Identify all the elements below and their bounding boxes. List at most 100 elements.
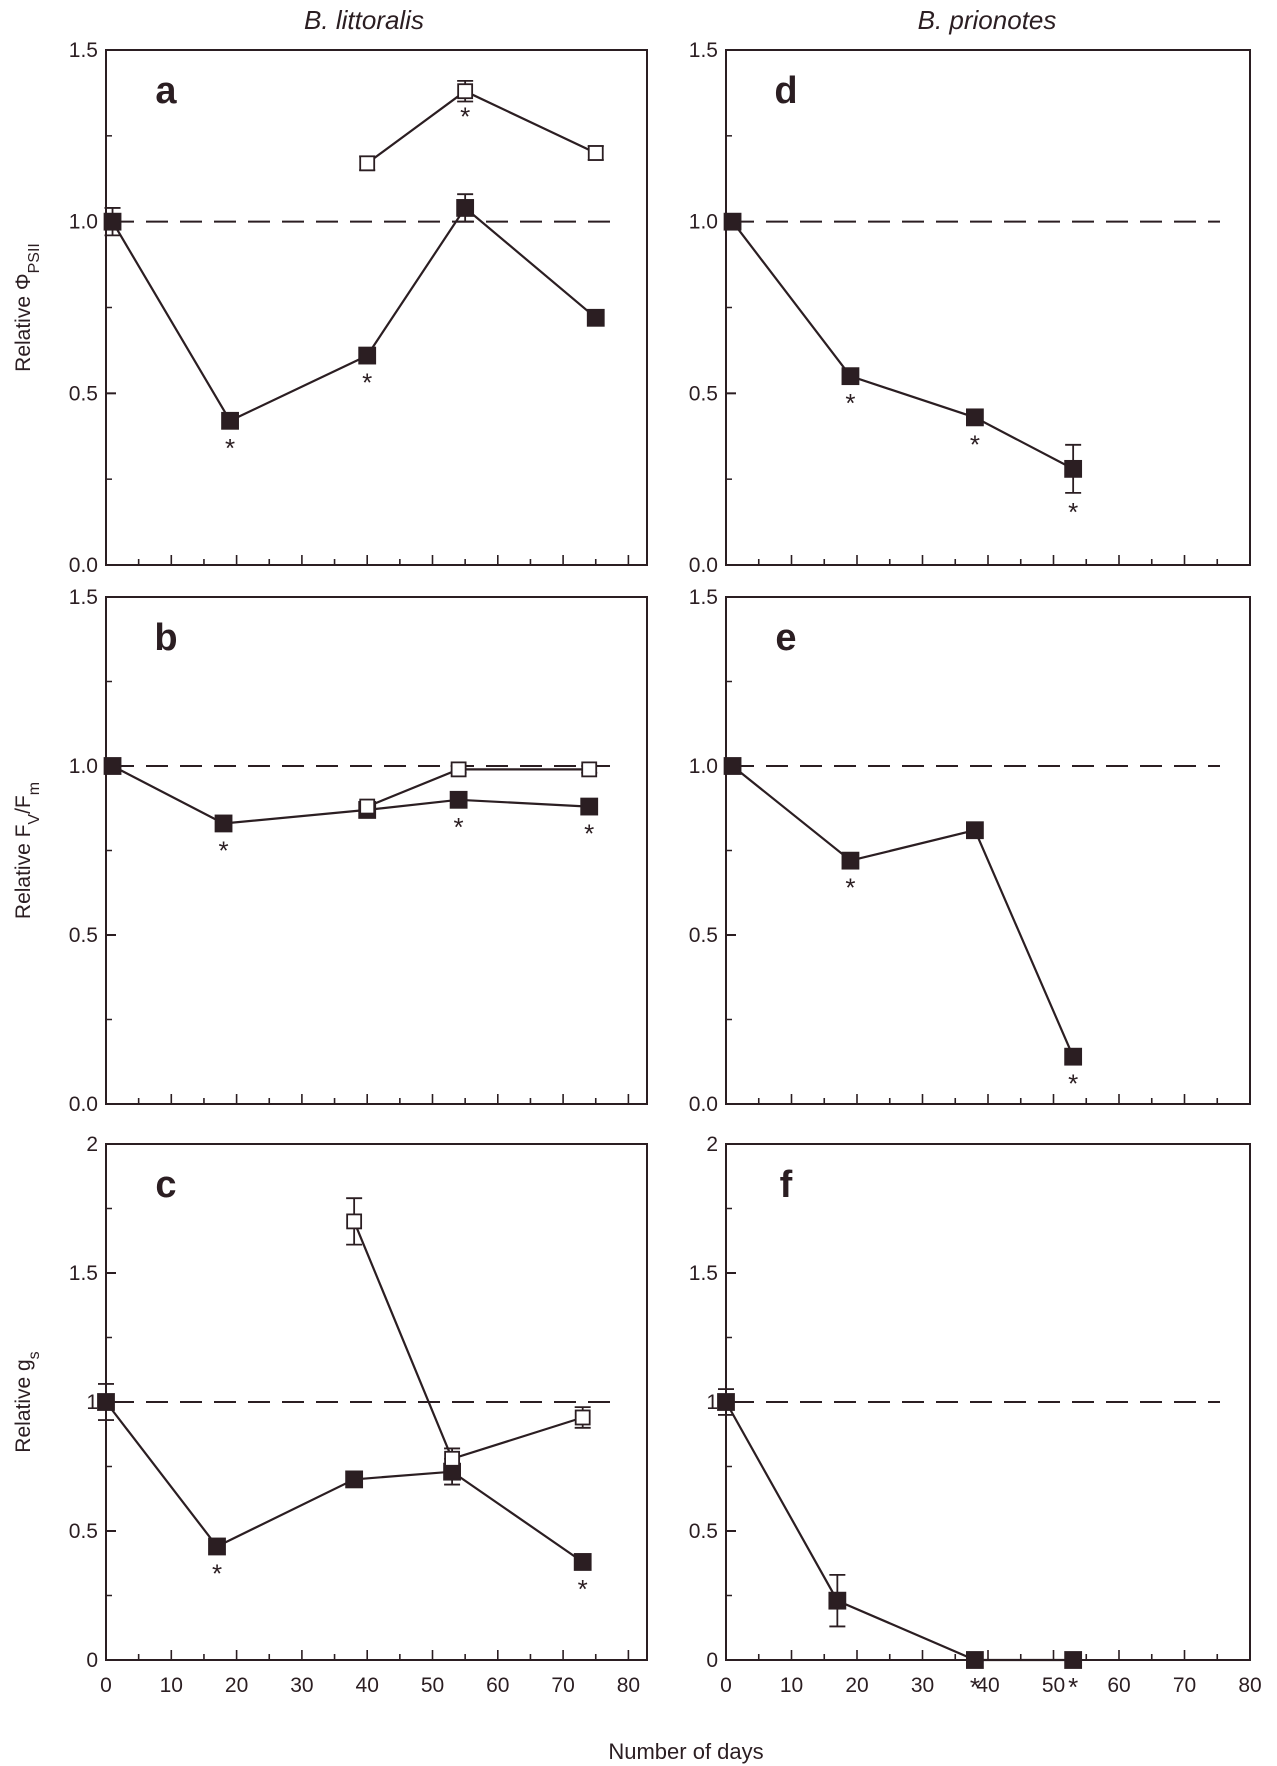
data-point-filled — [1064, 459, 1083, 478]
significance-star: * — [845, 388, 855, 418]
series-line — [731, 765, 1075, 1058]
y-tick-label: 0.0 — [69, 554, 98, 577]
data-point-filled — [828, 1591, 847, 1610]
y-tick-label: 0.0 — [689, 554, 718, 577]
x-tick-label: 40 — [976, 1674, 999, 1697]
data-point-filled — [345, 1470, 364, 1489]
data-point-filled — [221, 411, 239, 430]
panel-letter: d — [774, 70, 797, 112]
series-line — [111, 765, 590, 825]
series-line — [366, 89, 597, 165]
y-tick-label: 0.5 — [689, 924, 718, 947]
panel-e: 0.0 0.5 1.0 1.5 e * * — [689, 586, 1251, 1116]
panel-letter: f — [780, 1164, 793, 1206]
significance-star: * — [454, 812, 464, 842]
x-axis-label: Number of days — [608, 1739, 763, 1764]
data-point-filled — [1064, 1651, 1083, 1669]
panel-d: 0.0 0.5 1.0 1.5 d * * * — [689, 39, 1251, 577]
x-tick-label: 40 — [356, 1674, 379, 1697]
panel-frame — [105, 49, 648, 566]
data-point-open — [457, 83, 474, 100]
data-point-filled — [1064, 1047, 1083, 1066]
panel-frame — [725, 596, 1251, 1105]
significance-star: * — [460, 102, 470, 132]
panel-b: 0.0 0.5 1.0 1.5 b Relative FV/Fm * * * — [12, 586, 648, 1116]
y-tick-label: 1.0 — [69, 755, 98, 778]
data-point-open — [346, 1213, 363, 1230]
y-label-subscript: PSII — [26, 243, 43, 273]
panel-a: 0.0 0.5 1.0 1.5 a Relative ΦPSII * * * — [12, 39, 648, 577]
y-label-main: Relative g — [12, 1359, 35, 1452]
significance-star: * — [970, 1672, 980, 1702]
y-tick-label: 1.5 — [69, 1262, 98, 1285]
data-point-open — [587, 145, 604, 161]
data-point-filled — [97, 1393, 115, 1411]
x-tick-label: 20 — [225, 1674, 248, 1697]
data-point-filled — [358, 346, 377, 365]
data-point-filled — [103, 757, 122, 775]
panel-f: 00.511.520 10 20 30 40 50 60 70 80f* * — [689, 1133, 1262, 1702]
panel-letter: e — [775, 617, 796, 659]
series-line — [725, 1401, 1074, 1662]
y-tick-label: 0.5 — [689, 382, 718, 405]
data-point-open — [574, 1409, 591, 1426]
y-tick-label: 0 — [86, 1649, 98, 1672]
data-point-filled — [586, 308, 605, 327]
y-label-subscript: m — [26, 782, 43, 795]
series-line — [111, 206, 597, 423]
y-tick-label: 0.5 — [69, 924, 98, 947]
data-point-filled — [456, 199, 475, 217]
x-tick-label: 80 — [1238, 1674, 1261, 1697]
significance-star: * — [584, 819, 594, 849]
data-point-open — [581, 761, 598, 778]
x-tick-label: 60 — [486, 1674, 509, 1697]
y-tick-label: 1.0 — [689, 755, 718, 778]
y-label-subscript: V — [26, 814, 43, 825]
y-label-middle: /F — [12, 795, 35, 814]
y-tick-label: 0.0 — [69, 1093, 98, 1116]
data-point-filled — [103, 212, 122, 231]
y-tick-label: 0.5 — [69, 382, 98, 405]
y-tick-label: 1.0 — [689, 211, 718, 234]
y-tick-label: 1 — [86, 1391, 98, 1414]
series-line — [731, 221, 1074, 470]
y-tick-label: 2 — [706, 1133, 718, 1156]
significance-star: * — [362, 368, 372, 398]
series-line — [105, 1401, 584, 1563]
data-point-filled — [573, 1553, 592, 1571]
significance-star: * — [1068, 1069, 1078, 1099]
data-point-filled — [966, 408, 984, 427]
data-point-filled — [841, 367, 860, 386]
x-tick-label: 10 — [780, 1674, 803, 1697]
x-tick-label: 70 — [551, 1674, 574, 1697]
x-tick-label: 0 — [100, 1674, 112, 1697]
y-axis-label: Relative gs — [12, 1351, 43, 1452]
data-point-filled — [966, 821, 984, 840]
x-tick-label: 10 — [160, 1674, 183, 1697]
data-point-open — [359, 798, 376, 815]
panel-frame — [105, 596, 648, 1105]
y-label-main: Relative Φ — [12, 273, 35, 371]
x-tick-label: 60 — [1107, 1674, 1130, 1697]
x-tick-label: 20 — [845, 1674, 868, 1697]
significance-star: * — [970, 429, 980, 459]
column-title-left: B. littoralis — [304, 5, 424, 35]
panel-letter: b — [154, 617, 177, 659]
data-point-filled — [580, 797, 599, 816]
x-tick-label: 80 — [617, 1674, 640, 1697]
panels: 0.0 0.5 1.0 1.5 a Relative ΦPSII * * * 0.0 0.5 1.0 1… — [12, 39, 1262, 1702]
data-point-filled — [841, 851, 860, 870]
y-label-main: Relative F — [12, 825, 35, 920]
column-title-right: B. prionotes — [918, 5, 1057, 35]
data-point-open — [359, 155, 376, 172]
y-label-subscript: s — [26, 1351, 43, 1359]
x-tick-label: 0 — [720, 1674, 732, 1697]
y-axis-label: Relative FV/Fm — [12, 782, 43, 919]
significance-star: * — [578, 1574, 588, 1604]
panel-letter: a — [155, 70, 177, 112]
data-point-filled — [208, 1537, 226, 1556]
significance-star: * — [218, 835, 228, 865]
data-point-filled — [723, 757, 742, 775]
